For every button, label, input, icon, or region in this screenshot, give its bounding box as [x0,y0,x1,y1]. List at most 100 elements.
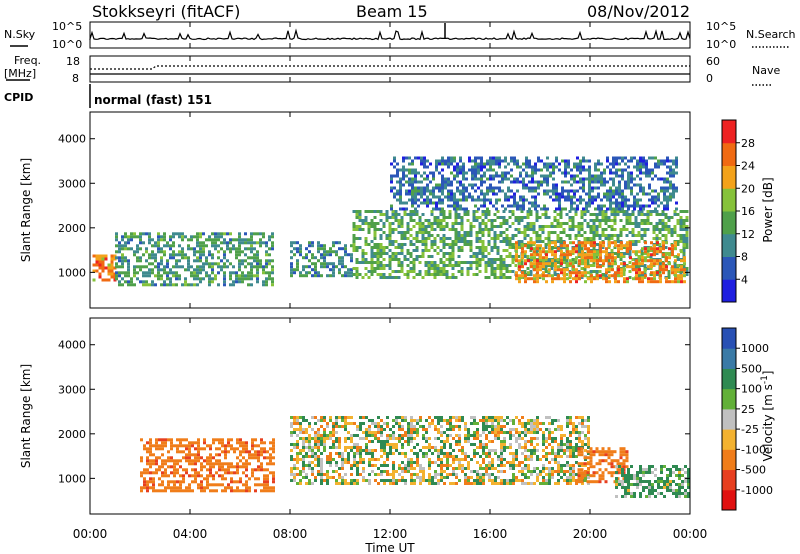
data-cell [558,204,561,208]
data-cell [676,270,680,273]
data-cell [361,219,365,222]
data-cell [338,446,341,449]
data-cell [664,228,668,231]
data-cell [656,241,659,245]
data-cell [221,441,224,445]
data-cell [567,159,570,163]
data-cell [446,428,449,431]
data-cell [495,198,498,202]
data-cell [653,253,656,257]
data-cell [476,431,479,434]
data-cell [439,240,443,243]
data-cell [592,261,596,264]
data-cell [616,237,620,240]
data-cell [615,168,618,172]
data-cell [332,458,335,461]
data-cell [682,249,686,252]
data-cell [582,186,585,190]
data-cell [469,264,473,267]
data-cell [612,156,615,160]
data-cell [528,201,531,205]
data-cell [511,213,515,216]
data-cell [511,237,515,240]
data-cell [528,186,531,190]
data-cell [659,259,662,263]
data-cell [266,489,269,493]
data-cell [320,253,323,257]
data-cell [163,280,166,284]
data-cell [581,256,584,260]
data-cell [239,465,242,469]
data-cell [526,267,530,270]
data-cell [377,440,380,443]
data-cell [475,219,479,222]
data-cell [358,213,362,216]
data-cell [534,207,537,211]
data-cell [370,246,374,249]
data-cell [500,428,503,431]
data-cell [451,228,455,231]
data-cell [293,479,296,482]
data-cell [644,250,647,254]
data-cell [178,265,181,269]
data-cell [563,244,566,248]
data-cell [455,476,458,479]
data-cell [139,241,142,245]
data-cell [491,464,494,467]
data-cell [490,273,494,276]
data-cell [347,452,350,455]
data-cell [136,265,139,269]
data-cell [501,177,504,181]
data-cell [407,461,410,464]
data-cell [626,241,629,245]
data-cell [411,204,414,208]
data-cell [455,434,458,437]
data-cell [326,476,329,479]
data-cell [227,465,230,469]
data-cell [428,476,431,479]
data-cell [593,241,596,245]
data-cell [317,428,320,431]
data-cell [399,186,402,190]
data-cell [423,171,426,175]
data-cell [582,177,585,181]
data-cell [498,174,501,178]
data-cell [329,250,332,254]
data-cell [220,259,223,263]
data-cell [593,244,596,248]
data-cell [451,264,455,267]
data-cell [572,250,575,254]
data-cell [531,171,534,175]
data-cell [674,277,677,281]
data-cell [669,165,672,169]
data-cell [544,264,548,267]
data-cell [568,225,572,228]
data-cell [517,240,521,243]
data-cell [550,231,554,234]
data-cell [448,243,452,246]
data-cell [394,228,398,231]
data-cell [347,274,350,278]
data-cell [320,452,323,455]
data-cell [615,186,618,190]
data-cell [368,419,371,422]
data-cell [519,171,522,175]
data-cell [148,241,151,245]
data-cell [427,222,431,225]
data-cell [645,174,648,178]
data-cell [566,250,569,254]
data-cell [161,471,164,475]
data-cell [459,165,462,169]
data-cell [631,234,635,237]
data-cell [493,231,497,234]
data-cell [563,277,566,281]
data-cell [446,422,449,425]
data-cell [453,201,456,205]
data-cell [487,234,491,237]
data-cell [415,222,419,225]
data-cell [335,416,338,419]
data-cell [616,240,620,243]
data-cell [459,156,462,160]
data-cell [416,428,419,431]
data-cell [320,425,323,428]
